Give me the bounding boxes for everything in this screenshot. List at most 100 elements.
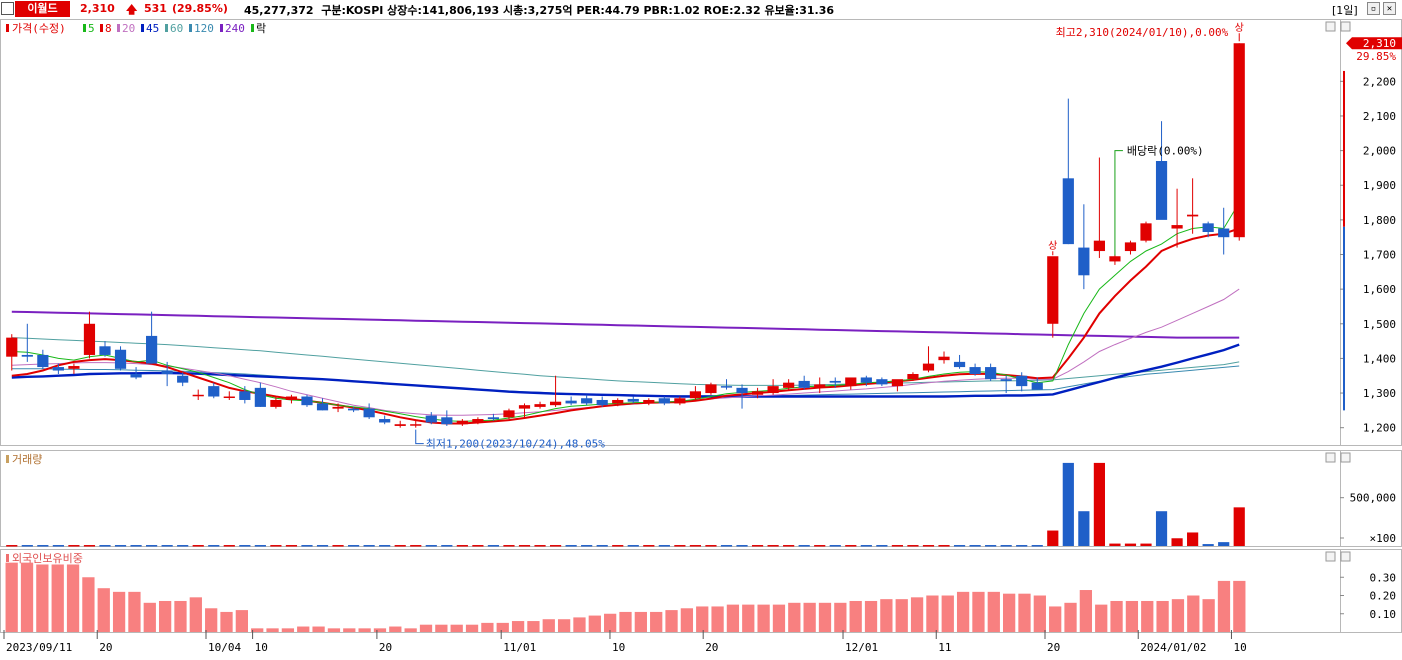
foreign-holding-bar [481, 622, 494, 632]
volume-bar [860, 545, 872, 547]
x-tick-label: 12/01 [845, 641, 878, 654]
ma-line-ma8 [11, 227, 1240, 425]
volume-bar [1233, 507, 1245, 546]
last-price-box [1352, 37, 1402, 50]
candle-body [751, 391, 764, 395]
candle-body [565, 400, 577, 404]
candle-body [1202, 223, 1214, 232]
foreign-holding-bar [696, 606, 709, 632]
candle-body [146, 335, 158, 364]
candle-body [285, 396, 298, 400]
volume-bar [798, 545, 810, 547]
candle-body [1171, 225, 1183, 229]
volume-bar [627, 545, 639, 547]
volume-panel-close-icon[interactable] [1340, 452, 1351, 463]
volume-bar [674, 545, 686, 547]
foreign-holding-panel-close-icon[interactable] [1340, 551, 1351, 562]
candle-body [1078, 247, 1090, 276]
volume-bar [1000, 545, 1012, 547]
period-selector[interactable]: [1일] [1332, 4, 1358, 17]
candle-body [192, 394, 204, 397]
candle-body [487, 417, 500, 420]
candle-body [674, 398, 686, 404]
legend-ma-120[interactable]: 120 [194, 22, 214, 35]
legend-ma-240[interactable]: 240 [225, 22, 245, 35]
volume-bar [518, 545, 531, 547]
legend-ma-45[interactable]: 45 [146, 22, 159, 35]
foreign-holding-panel-maximize-icon[interactable] [1325, 551, 1336, 562]
candle-body [177, 375, 189, 383]
legend-volume[interactable]: 거래량 [12, 453, 42, 466]
volume-panel-frame [0, 450, 1402, 547]
volume-bar [658, 545, 670, 547]
volume-tick-label: ×100 [1370, 532, 1397, 545]
candle-body [6, 337, 18, 357]
close-window-icon[interactable]: ✕ [1383, 2, 1396, 15]
legend-ma-5[interactable]: 5 [88, 22, 95, 35]
volume-bar [845, 545, 857, 547]
foreign-tick-label: 0.20 [1370, 590, 1397, 603]
last-price-pointer [1346, 37, 1352, 50]
legend-foreign-marker [6, 554, 9, 562]
legend-volume-marker [6, 455, 9, 463]
foreign-holding-bar [742, 604, 755, 632]
volume-bar [270, 545, 282, 547]
last-pct-label: 29.85% [1356, 50, 1396, 63]
volume-bar [907, 545, 919, 547]
legend-ex-dividend[interactable]: 락 [256, 22, 266, 35]
volume-bar [891, 545, 903, 547]
volume-panel-maximize-icon[interactable] [1325, 452, 1336, 463]
foreign-holding-bar [266, 628, 279, 632]
candle-body [114, 349, 127, 369]
legend-ma-8[interactable]: 8 [105, 22, 112, 35]
foreign-holding-bar [956, 591, 970, 632]
legend-ma-marker [117, 24, 120, 32]
foreign-holding-bar [910, 597, 924, 632]
window-icon[interactable] [1, 2, 14, 15]
ex-dividend-annotation: 배당락(0.00%) [1127, 145, 1204, 158]
legend-price[interactable]: 가격(수정) [12, 22, 66, 35]
volume-bar [316, 545, 329, 547]
low-annotation: 최저1,200(2023/10/24),48.05% [426, 438, 606, 451]
candle-body [907, 374, 919, 380]
price-tick-label: 1,900 [1363, 179, 1396, 192]
ex-dividend-leader [1114, 150, 1123, 256]
legend-ma-60[interactable]: 60 [170, 22, 183, 35]
restore-window-icon[interactable]: ▫ [1367, 2, 1380, 15]
volume-bar [953, 545, 966, 547]
legend-ma-marker [83, 24, 86, 32]
price-panel-close-icon[interactable] [1340, 21, 1351, 32]
x-tick-label: 10 [612, 641, 625, 654]
volume-bar [208, 545, 220, 547]
price-panel-maximize-icon[interactable] [1325, 21, 1336, 32]
volume-bar [612, 545, 624, 547]
foreign-holding-bar [542, 619, 555, 632]
foreign-holding-bar [158, 600, 172, 632]
x-tick-label: 10/04 [208, 641, 241, 654]
volume-bar [549, 545, 562, 547]
ma-line-ma240 [11, 310, 1240, 339]
volume-bar [379, 545, 391, 547]
high-annotation: 최고2,310(2024/01/10),0.00% [1056, 26, 1229, 39]
volume-bar [114, 545, 127, 547]
price-tick-label: 1,300 [1363, 387, 1396, 400]
stock-name[interactable]: 이월드 [15, 1, 70, 17]
x-tick-label: 10 [1233, 641, 1246, 654]
foreign-holding-bar [327, 628, 341, 632]
volume-bar [1218, 542, 1230, 546]
volume-bar [223, 545, 235, 547]
foreign-holding-bar [205, 608, 218, 632]
legend-foreign[interactable]: 외국인보유비중 [12, 552, 83, 565]
candle-body [534, 404, 546, 407]
legend-ma-20[interactable]: 20 [122, 22, 135, 35]
candle-body [425, 415, 437, 423]
candle-body [581, 398, 593, 404]
up-arrow-icon: 🡅 [126, 3, 138, 16]
candle-body [1187, 214, 1199, 217]
volume-bar [83, 545, 96, 547]
foreign-holding-bar [51, 564, 64, 632]
volume-bar [767, 545, 779, 547]
price-change-pct: (29.85%) [172, 2, 228, 15]
candle-body [316, 403, 329, 411]
legend-ma-marker [220, 24, 223, 32]
